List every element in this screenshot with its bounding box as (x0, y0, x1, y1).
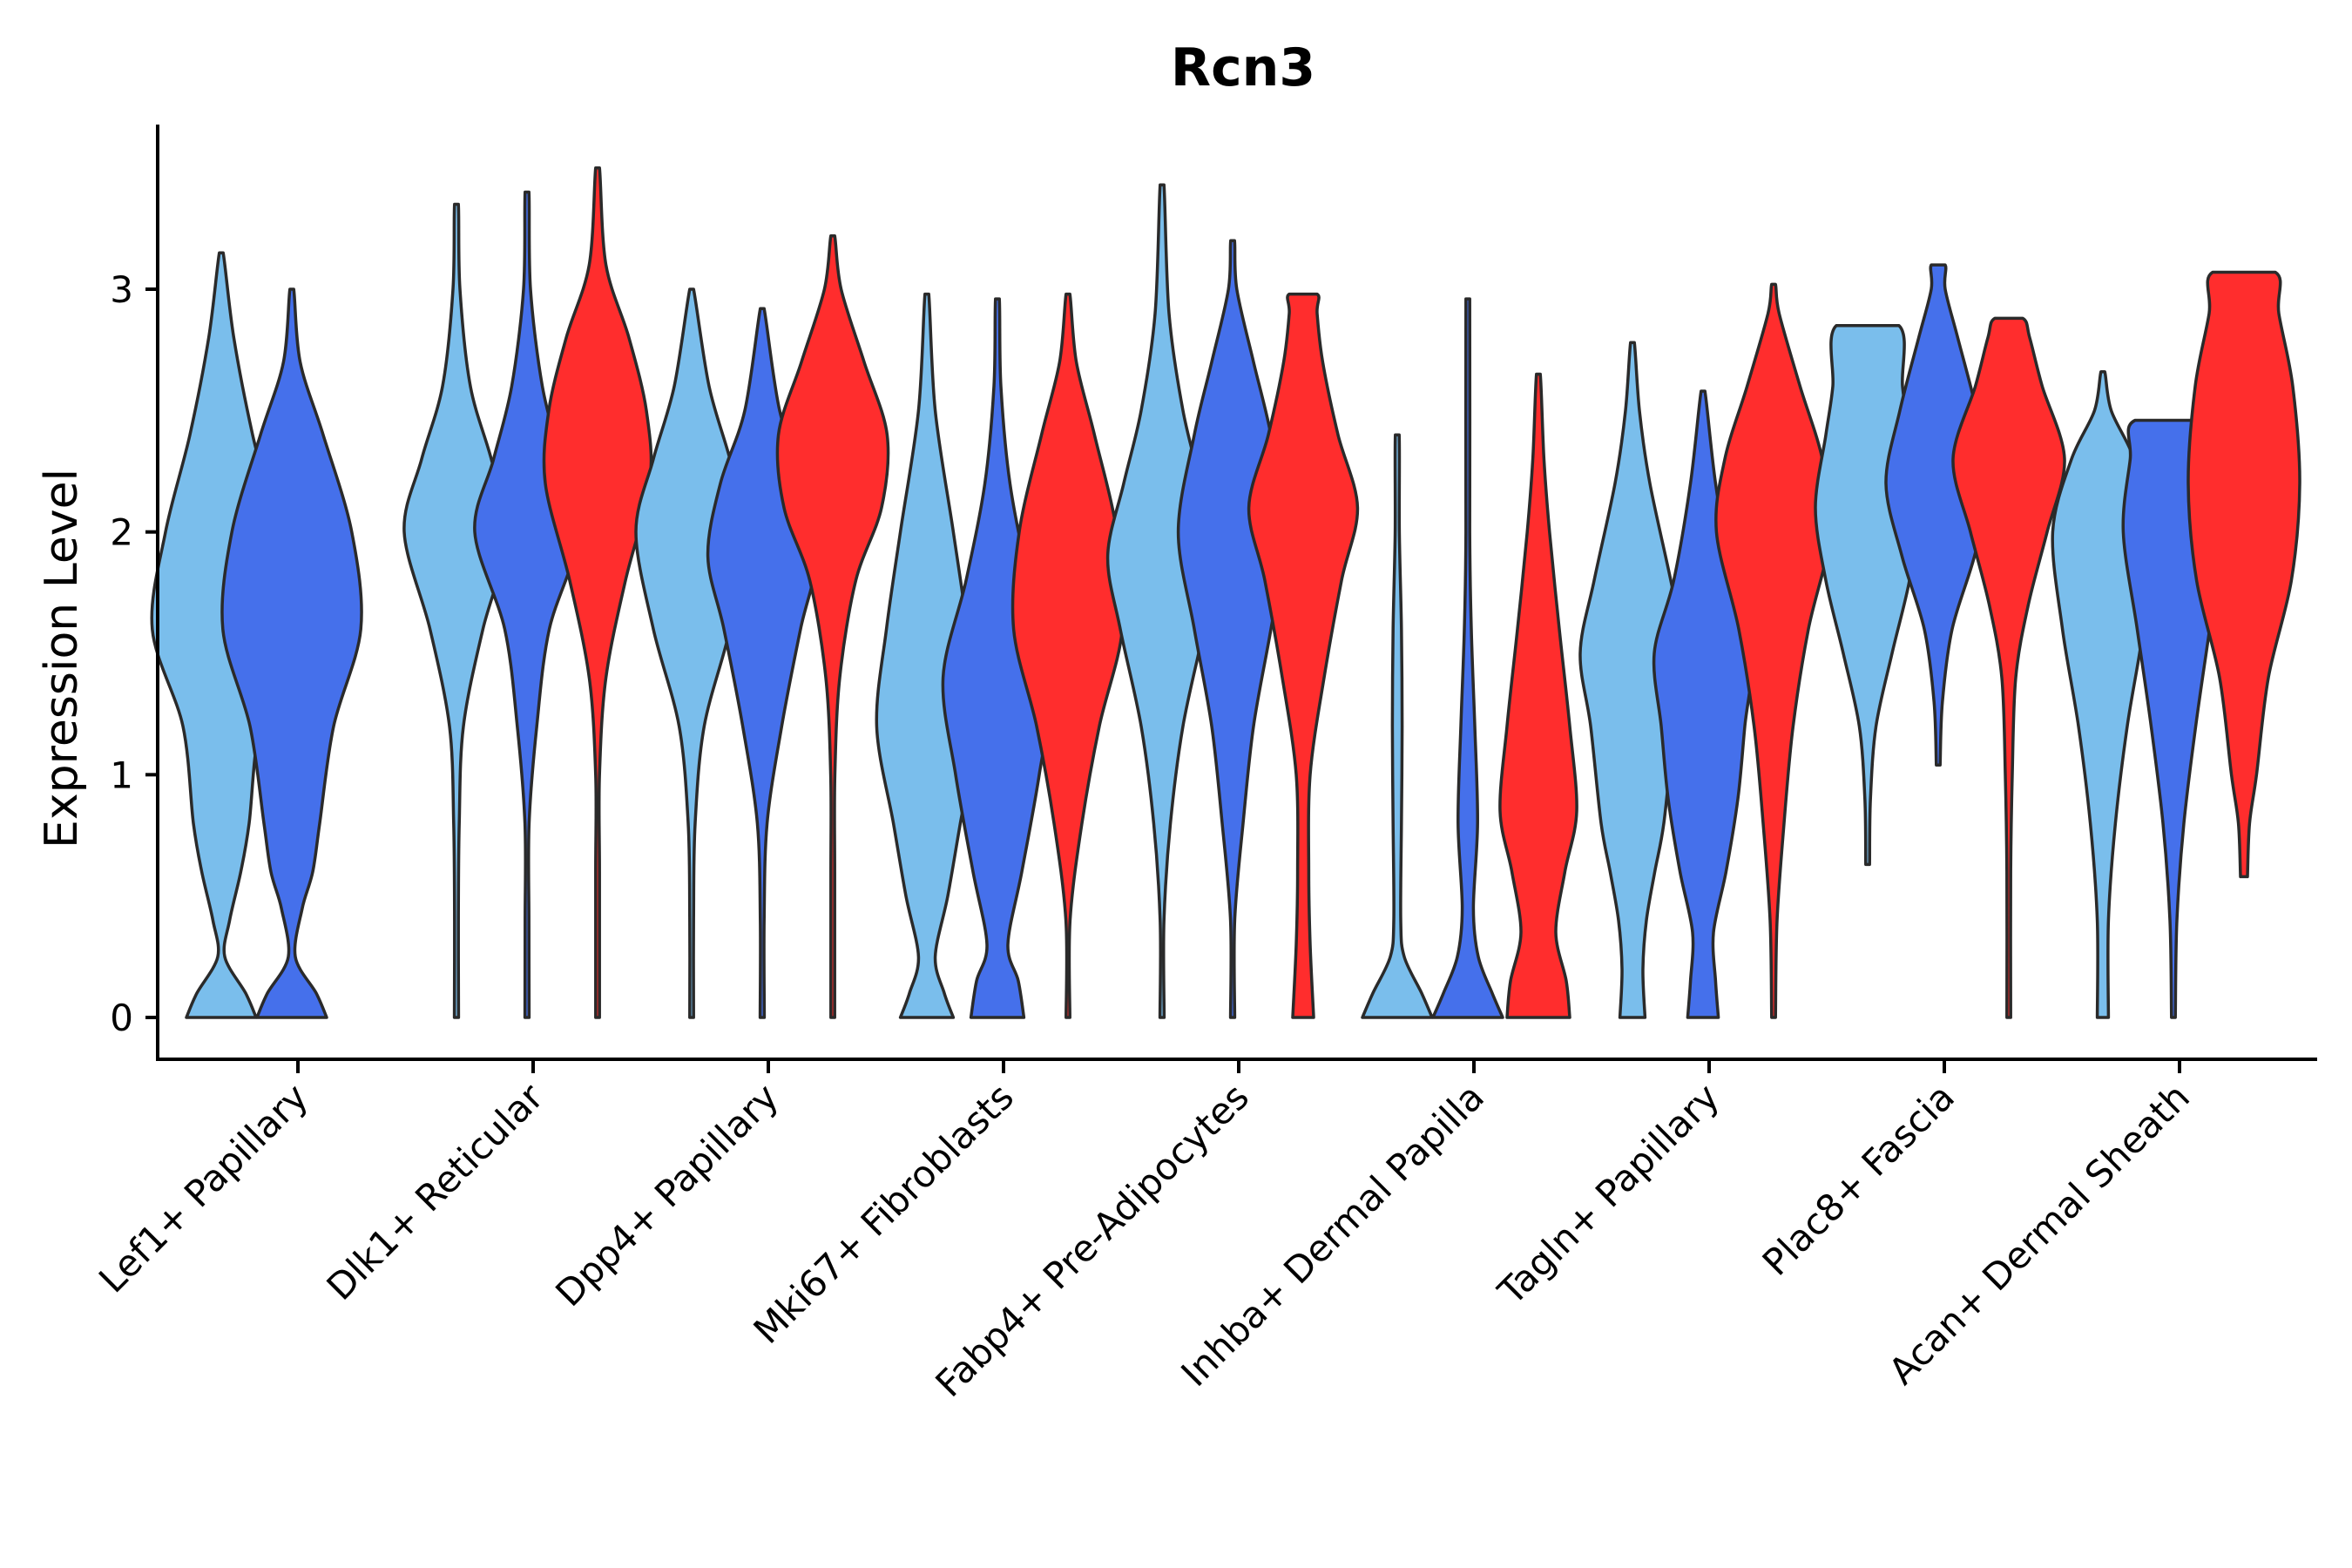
violin-dlk1-reticular-red (542, 166, 653, 1019)
x-tick-label-dlk1-reticular: Dlk1+ Reticular (319, 1075, 552, 1308)
violin-dlk1-reticular-medium (473, 190, 581, 1019)
violin-lef1-papillary-light (150, 251, 293, 1019)
y-ticks: 0 1 2 3 (110, 268, 158, 1039)
chart-title: Rcn3 (1171, 37, 1315, 98)
violin-fabp4-pre-adipocytes-medium (1176, 239, 1289, 1019)
violin-dlk1-reticular-light (402, 202, 510, 1019)
violin-lef1-papillary-medium (220, 287, 363, 1019)
x-tick-label-lef1-papillary: Lef1+ Papillary (91, 1075, 316, 1301)
x-tick-label-plac8-fascia: Plac8+ Fascia (1754, 1075, 1963, 1283)
x-tick-label-mki67-fibroblasts: Mki67+ Fibroblasts (746, 1075, 1022, 1351)
x-tick-label-tagln-papillary: Tagln+ Papillary (1490, 1075, 1727, 1313)
violin-acan-dermal-sheath-red (2186, 270, 2301, 879)
violin-inhba-dermal-papilla-light (1361, 433, 1434, 1019)
y-tick-label-0: 0 (110, 997, 133, 1039)
violin-plac8-fascia-red (1951, 316, 2066, 1019)
violin-tagln-papillary-medium (1652, 389, 1754, 1019)
violin-inhba-dermal-papilla-medium (1431, 297, 1504, 1019)
violin-dpp4-papillary-light (634, 287, 749, 1019)
y-tick-label-3: 3 (110, 268, 133, 311)
violin-tagln-papillary-light (1578, 341, 1686, 1019)
y-tick-label-2: 2 (110, 511, 133, 554)
violin-tagln-papillary-red (1714, 282, 1833, 1019)
y-axis-label: Expression Level (36, 469, 88, 848)
violin-fabp4-pre-adipocytes-light (1105, 183, 1219, 1019)
violin-plac8-fascia-medium (1884, 263, 1992, 767)
violin-fabp4-pre-adipocytes-red (1247, 292, 1360, 1019)
violin-inhba-dermal-papilla-red (1498, 372, 1578, 1019)
violin-dpp4-papillary-red (775, 233, 890, 1019)
violin-mki67-fibroblasts-light (875, 292, 979, 1019)
violin-mki67-fibroblasts-red (1010, 292, 1125, 1019)
x-tick-label-dpp4-papillary: Dpp4+ Papillary (547, 1075, 787, 1315)
y-tick-label-1: 1 (110, 754, 133, 796)
violins-layer (150, 166, 2301, 1019)
violin-mki67-fibroblasts-medium (941, 297, 1054, 1019)
